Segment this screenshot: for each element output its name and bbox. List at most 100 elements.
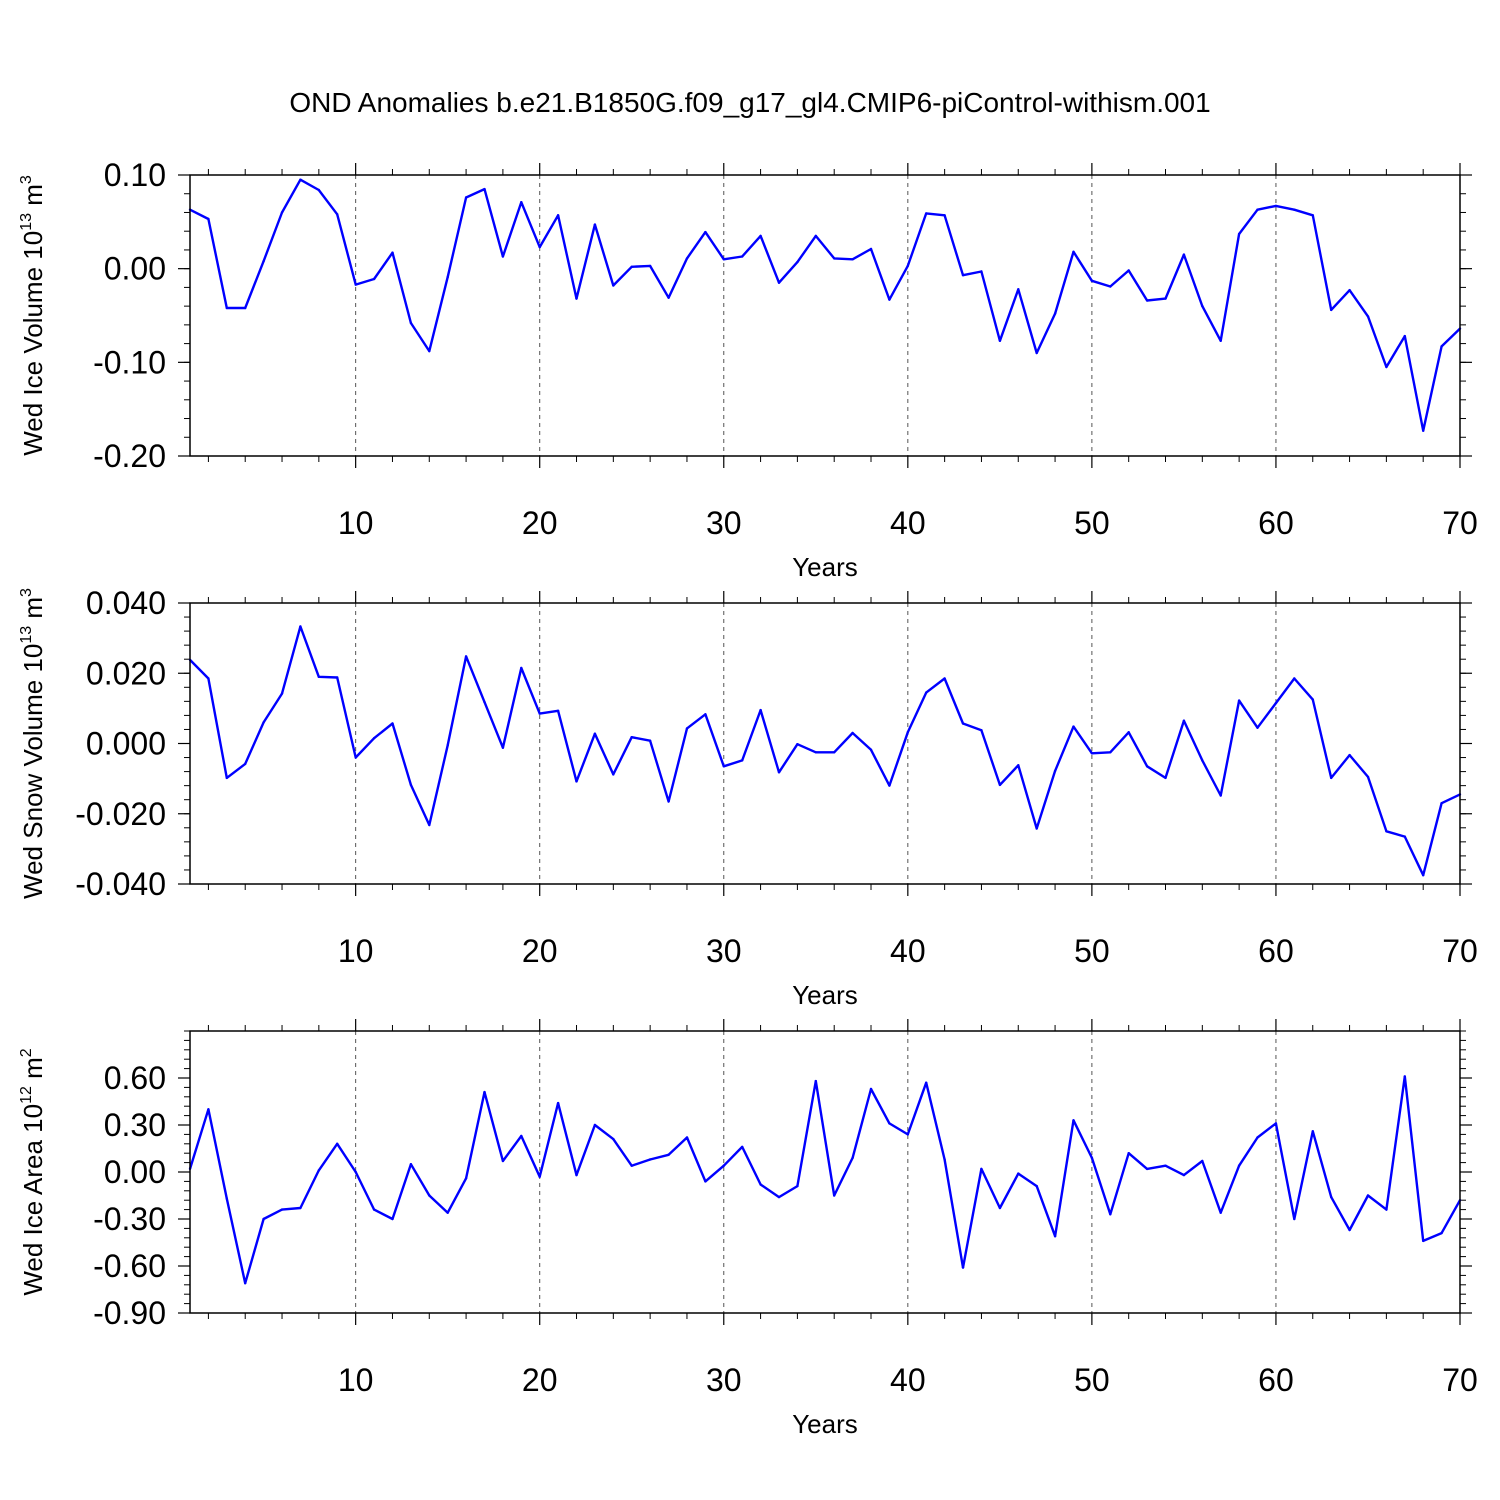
snow-volume-data-point [961, 722, 965, 725]
ice-volume-data-point [1127, 269, 1130, 272]
ice-volume-series [188, 178, 1462, 432]
snow-volume-data-point [538, 712, 541, 715]
snow-volume-data-point [483, 700, 486, 704]
ice-volume-x-tick-label: 70 [1442, 505, 1478, 541]
ice-area-data-point [980, 1167, 983, 1171]
snow-volume-data-point [391, 722, 394, 725]
ice-area-ylabel-main: Wed Ice Area 10 [18, 1104, 48, 1296]
ice-area-data-point [593, 1123, 597, 1127]
ice-area-data-point [943, 1158, 946, 1161]
ice-volume-data-point [372, 277, 376, 281]
ice-area-x-tick-label: 40 [890, 1362, 926, 1398]
ice-area-data-point [869, 1087, 873, 1091]
ice-area-x-tick-label: 10 [338, 1362, 374, 1398]
ice-area-minor-ticks [184, 1025, 1466, 1319]
ice-volume-data-point [501, 255, 505, 258]
ice-area-data-point [1366, 1194, 1370, 1197]
ice-volume-x-tick-label: 40 [890, 505, 926, 541]
ice-volume-minor-ticks [184, 169, 1466, 462]
ice-volume-data-point [704, 230, 707, 234]
ice-area-data-point [1182, 1173, 1186, 1177]
ice-volume-data-point [1072, 250, 1075, 253]
ice-area-data-point [354, 1170, 357, 1174]
ice-volume-data-point [556, 214, 560, 217]
ice-volume-data-point [1053, 312, 1057, 315]
ice-volume-data-point [980, 270, 983, 273]
ice-area-grid [355, 1031, 1277, 1313]
ice-area-data-point [1164, 1164, 1167, 1167]
snow-volume-x-tick-label: 60 [1258, 933, 1294, 969]
snow-volume-data-point [1090, 752, 1094, 755]
snow-volume-data-point [428, 823, 431, 827]
ice-area-data-point [1072, 1119, 1075, 1122]
ice-volume-data-point [1440, 345, 1443, 348]
snow-volume-x-tick-label: 50 [1074, 933, 1110, 969]
ice-volume-data-point [1330, 308, 1333, 312]
snow-volume-data-point [998, 783, 1002, 787]
ice-area-data-point [1237, 1164, 1241, 1167]
snow-volume-y-tick-label: -0.040 [75, 866, 166, 902]
snow-volume-data-point [833, 751, 836, 754]
ice-volume-data-point [722, 258, 725, 261]
ice-volume-data-point [1145, 299, 1149, 302]
ice-area-data-point [759, 1183, 762, 1186]
ice-area-data-point [428, 1194, 431, 1197]
ice-area-data-point [667, 1153, 670, 1157]
snow-volume-data-point [925, 691, 928, 694]
ice-area-data-point [1403, 1075, 1407, 1078]
snow-volume-data-point [225, 776, 228, 780]
ice-volume-x-axis-label: Years [792, 552, 858, 582]
snow-volume-data-point [1440, 802, 1443, 805]
ice-volume-data-point [1293, 208, 1296, 211]
ice-volume-y-tick-label: -0.20 [93, 438, 166, 474]
ice-area-data-point [299, 1206, 302, 1210]
ice-area-x-tick-label: 30 [706, 1362, 742, 1398]
ice-volume-data-point [1366, 315, 1370, 318]
snow-volume-data-point [943, 677, 946, 680]
snow-volume-y-tick-label: 0.000 [86, 726, 166, 762]
ice-volume-data-point [317, 188, 320, 192]
ice-area-data-point [1053, 1235, 1057, 1238]
ice-area-x-tick-label: 50 [1074, 1362, 1110, 1398]
snow-volume-y-tick-label: 0.020 [86, 655, 166, 691]
ice-area-series [188, 1075, 1462, 1285]
ice-area-data-point [1348, 1228, 1351, 1232]
ice-volume-data-point [262, 260, 265, 263]
ice-volume-data-point [1017, 288, 1020, 291]
ice-area-x-tick-label: 70 [1442, 1362, 1478, 1398]
snow-volume-data-point [1072, 725, 1075, 728]
ice-area-ylabel-exp: 12 [18, 1086, 35, 1104]
ice-volume-plot-frame [189, 174, 1461, 457]
ice-area-data-point [556, 1101, 560, 1105]
ice-volume-x-tick-label: 50 [1074, 505, 1110, 541]
ice-volume-data-point [428, 349, 431, 353]
ice-area-data-point [483, 1090, 486, 1094]
ice-area-data-point [501, 1159, 505, 1163]
ice-volume-data-point [1237, 232, 1241, 236]
ice-area-data-point [1109, 1213, 1112, 1216]
snow-volume-x-tick-label: 20 [522, 933, 558, 969]
snow-volume-data-point [1330, 776, 1333, 780]
snow-volume-data-point [741, 759, 744, 762]
ice-area-ylabel-unit: m [18, 1057, 48, 1086]
ice-volume-data-point [814, 234, 817, 238]
snow-volume-data-point [1422, 874, 1425, 877]
ice-volume-data-point [1182, 253, 1186, 256]
ice-volume-data-point [483, 187, 486, 191]
ice-area-data-point [998, 1206, 1002, 1210]
ice-area-x-tick-labels: 10 20 30 40 50 60 70 [338, 1362, 1478, 1398]
snow-volume-data-point [464, 655, 468, 658]
ice-volume-data-point [630, 265, 633, 268]
snow-volume-data-point [446, 744, 449, 747]
ice-volume-data-point [446, 275, 449, 279]
snow-volume-data-point [1127, 731, 1130, 734]
ice-volume-data-point [1403, 334, 1407, 338]
ice-area-data-point [704, 1180, 707, 1183]
ice-volume-data-point [759, 234, 762, 238]
ice-volume-data-point [520, 201, 523, 204]
snow-volume-data-point [1366, 775, 1370, 779]
ice-area-data-point [1127, 1152, 1130, 1155]
snow-volume-data-point [1348, 753, 1351, 757]
ice-volume-data-point [943, 214, 946, 217]
